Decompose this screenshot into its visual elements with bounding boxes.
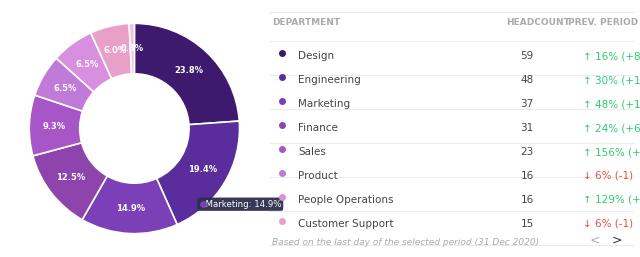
Text: ↓ 6% (-1): ↓ 6% (-1): [582, 219, 633, 229]
Text: Marketing: Marketing: [298, 99, 350, 109]
Text: 19.4%: 19.4%: [188, 165, 218, 174]
Text: Sales: Sales: [298, 147, 326, 157]
Text: >: >: [612, 234, 622, 247]
Text: 14.9%: 14.9%: [116, 204, 145, 213]
Text: 23: 23: [520, 147, 534, 157]
Text: ↑ 16% (+8): ↑ 16% (+8): [582, 51, 640, 61]
Wedge shape: [129, 23, 134, 74]
Text: 48: 48: [520, 75, 534, 85]
Text: 15: 15: [520, 219, 534, 229]
Text: 37: 37: [520, 99, 534, 109]
Text: ↑ 129% (+9): ↑ 129% (+9): [582, 195, 640, 205]
Text: Product: Product: [298, 171, 338, 181]
Text: Marketing: 14.9%: Marketing: 14.9%: [200, 200, 281, 209]
Wedge shape: [29, 95, 83, 156]
Text: 23.8%: 23.8%: [174, 66, 204, 75]
Wedge shape: [33, 143, 108, 220]
Wedge shape: [134, 23, 239, 125]
Text: 6.5%: 6.5%: [54, 84, 77, 93]
Text: 6.0%: 6.0%: [104, 46, 127, 55]
Text: 31: 31: [520, 123, 534, 133]
Text: 6.5%: 6.5%: [76, 60, 99, 69]
Text: DEPARTMENT: DEPARTMENT: [273, 18, 340, 27]
Text: ↓ 6% (-1): ↓ 6% (-1): [582, 171, 633, 181]
Wedge shape: [56, 33, 112, 92]
Text: 0.8%: 0.8%: [121, 44, 144, 53]
Wedge shape: [35, 58, 93, 111]
Text: ↑ 30% (+11): ↑ 30% (+11): [582, 75, 640, 85]
Text: 16: 16: [520, 171, 534, 181]
Text: PREV. PERIOD: PREV. PERIOD: [568, 18, 638, 27]
Text: 59: 59: [520, 51, 534, 61]
Text: ↑ 156% (+14): ↑ 156% (+14): [582, 147, 640, 157]
Text: Based on the last day of the selected period (31 Dec 2020): Based on the last day of the selected pe…: [273, 238, 540, 247]
Text: <: <: [590, 234, 600, 247]
Wedge shape: [157, 121, 239, 225]
Text: Engineering: Engineering: [298, 75, 361, 85]
Text: People Operations: People Operations: [298, 195, 394, 205]
Text: Customer Support: Customer Support: [298, 219, 394, 229]
Text: 12.5%: 12.5%: [56, 173, 86, 182]
Text: Finance: Finance: [298, 123, 338, 133]
Wedge shape: [91, 23, 132, 79]
Text: ↑ 24% (+6): ↑ 24% (+6): [582, 123, 640, 133]
Text: 16: 16: [520, 195, 534, 205]
Text: 9.3%: 9.3%: [43, 122, 66, 131]
Wedge shape: [82, 176, 177, 234]
Text: Design: Design: [298, 51, 334, 61]
Text: HEADCOUNT: HEADCOUNT: [506, 18, 570, 27]
Text: ↑ 48% (+12): ↑ 48% (+12): [582, 99, 640, 109]
